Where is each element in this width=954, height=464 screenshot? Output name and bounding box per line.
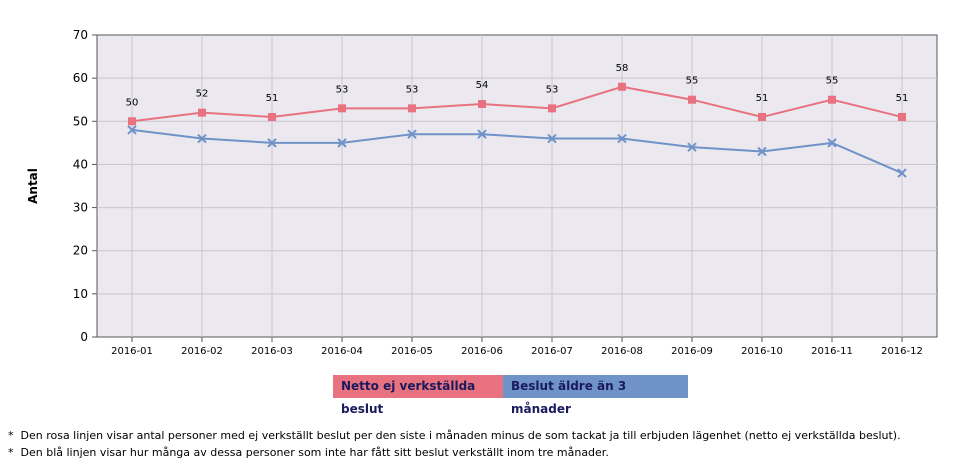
data-point-x xyxy=(757,146,767,157)
data-point-x xyxy=(337,138,347,148)
data-point-square xyxy=(478,100,486,109)
data-point-square xyxy=(898,112,906,121)
data-label: 58 xyxy=(616,63,629,74)
y-tick-label: 60 xyxy=(73,71,88,85)
x-tick-label: 2016-06 xyxy=(461,346,503,357)
x-tick-label: 2016-08 xyxy=(601,346,643,357)
footnotes: * Den rosa linjen visar antal personer m… xyxy=(8,427,901,461)
data-label: 54 xyxy=(476,80,489,91)
data-point-x xyxy=(897,168,907,178)
data-point-square xyxy=(758,112,766,121)
data-point-x xyxy=(197,133,207,144)
data-point-square xyxy=(548,104,556,113)
series-group: 50 52 51 53 53 54 53 58 55 51 55 51 xyxy=(126,63,909,178)
y-tick-label: 20 xyxy=(73,244,88,258)
data-label: 51 xyxy=(266,93,279,104)
x-tick-label: 2016-10 xyxy=(741,346,783,357)
x-tick-label: 2016-05 xyxy=(391,346,433,357)
data-label: 53 xyxy=(336,84,349,95)
data-point-x xyxy=(827,138,837,148)
legend: Netto ej verkställda beslut Beslut äldre… xyxy=(333,375,688,416)
data-label: 51 xyxy=(756,93,769,104)
grid-lines xyxy=(97,35,937,337)
y-tick-label: 40 xyxy=(73,157,88,171)
footnote-pink: * Den rosa linjen visar antal personer m… xyxy=(8,429,901,442)
data-point-x xyxy=(687,142,697,152)
legend-item-aldre: Beslut äldre än 3 månader xyxy=(503,375,688,416)
data-point-x xyxy=(617,133,627,144)
x-tick-label: 2016-11 xyxy=(811,346,853,357)
data-label: 50 xyxy=(126,97,139,108)
data-point-x xyxy=(407,129,417,139)
plot-area xyxy=(96,34,938,338)
data-point-square xyxy=(338,104,346,113)
y-axis: 0 10 20 30 40 50 60 70 xyxy=(73,28,97,344)
x-tick-label: 2016-12 xyxy=(881,346,923,357)
data-point-x xyxy=(547,133,557,144)
data-point-square xyxy=(688,95,696,104)
x-tick-label: 2016-03 xyxy=(251,346,293,357)
x-tick-label: 2016-07 xyxy=(531,346,573,357)
data-point-square xyxy=(128,117,136,126)
y-axis-label: Antal xyxy=(26,168,40,204)
data-label: 55 xyxy=(826,76,839,87)
data-point-square xyxy=(618,82,626,91)
y-tick-label: 10 xyxy=(73,287,88,301)
y-tick-label: 50 xyxy=(73,114,88,128)
legend-item-netto: Netto ej verkställda beslut xyxy=(333,375,503,416)
data-point-square xyxy=(268,112,276,121)
x-tick-label: 2016-09 xyxy=(671,346,713,357)
x-tick-label: 2016-04 xyxy=(321,346,363,357)
data-label: 52 xyxy=(196,89,209,100)
data-point-x xyxy=(127,125,137,135)
y-tick-label: 70 xyxy=(73,28,88,42)
x-tick-label: 2016-02 xyxy=(181,346,223,357)
footnote-pink-text: Den rosa linjen visar antal personer med… xyxy=(20,429,901,442)
data-label: 55 xyxy=(686,76,699,87)
y-tick-label: 30 xyxy=(73,201,88,215)
data-point-square xyxy=(198,108,206,117)
data-point-square xyxy=(828,95,836,104)
data-point-x xyxy=(477,129,487,139)
series-line-1 xyxy=(131,128,903,174)
footnote-blue: * Den blå linjen visar hur många av dess… xyxy=(8,446,609,459)
data-label: 51 xyxy=(896,93,909,104)
x-axis: 2016-01 2016-02 2016-03 2016-04 2016-05 2016-… xyxy=(111,337,923,357)
footnote-blue-text: Den blå linjen visar hur många av dessa … xyxy=(20,446,609,459)
data-point-square xyxy=(408,104,416,113)
data-point-x xyxy=(267,138,277,148)
x-tick-label: 2016-01 xyxy=(111,346,153,357)
series-line-0 xyxy=(131,85,903,123)
data-label: 53 xyxy=(546,84,559,95)
data-label: 53 xyxy=(406,84,419,95)
y-tick-label: 0 xyxy=(80,330,88,344)
